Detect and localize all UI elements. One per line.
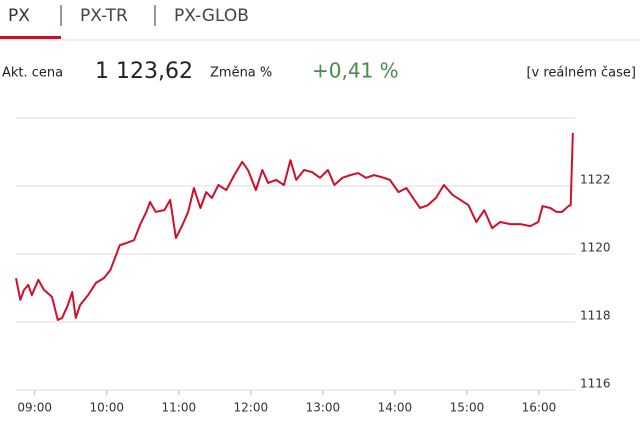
y-tick-label: 1122	[580, 173, 611, 187]
x-tick-label: 11:00	[162, 401, 197, 415]
x-tick-label: 13:00	[306, 401, 341, 415]
x-tick-label: 16:00	[522, 401, 557, 415]
tab[interactable]: PX-TR	[80, 6, 128, 26]
price-label: Akt. cena	[2, 66, 63, 81]
x-tick-label: 10:00	[89, 401, 124, 415]
tab[interactable]: PX	[8, 6, 30, 26]
realtime-note: [v reálném čase]	[526, 66, 636, 81]
x-tick-label: 14:00	[378, 401, 413, 415]
tab[interactable]: PX-GLOB	[174, 6, 249, 26]
y-tick-label: 1120	[580, 241, 611, 255]
x-tick-label: 15:00	[450, 401, 485, 415]
y-tick-label: 1118	[580, 309, 611, 323]
price: 1 123,62	[95, 59, 193, 84]
x-tick-label: 12:00	[234, 401, 269, 415]
y-tick-label: 1116	[580, 377, 611, 391]
price-line	[15, 132, 574, 321]
active-tab-underline	[0, 36, 61, 39]
x-tick-label: 09:00	[17, 401, 52, 415]
change: +0,41 %	[312, 59, 399, 83]
plot: 1116 1118 1120 1122 09:00 10:00 11:00 12:00 13:0…	[15, 132, 611, 415]
change-label: Změna %	[210, 66, 272, 81]
